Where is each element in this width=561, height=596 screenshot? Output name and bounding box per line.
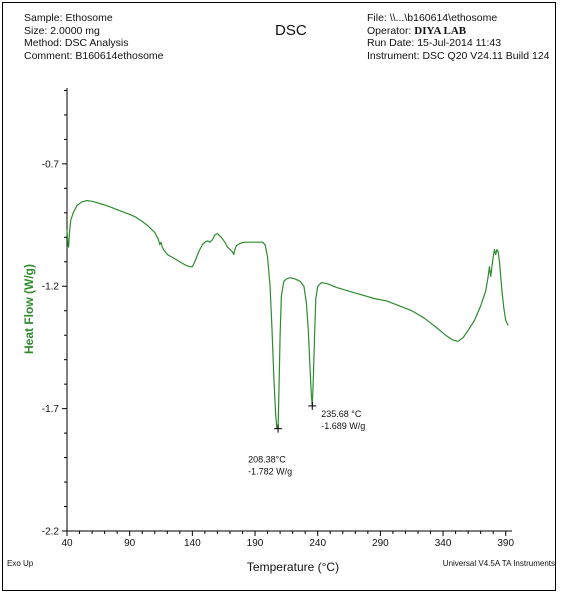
- file-value: \\...\b160614\ethosome: [389, 12, 498, 24]
- chart-title: DSC: [275, 22, 307, 39]
- instrument-label: Instrument:: [367, 49, 420, 62]
- comment-label: Comment:: [24, 49, 73, 62]
- method-row: Method: DSC Analysis: [24, 37, 164, 50]
- run-date-row: Run Date: 15-Jul-2014 11:43: [367, 37, 550, 50]
- peak-value-label: -1.689 W/g: [321, 421, 365, 431]
- sample-row: Sample: Ethosome: [24, 12, 164, 25]
- run-date-value: 15-Jul-2014 11:43: [417, 37, 502, 49]
- y-tick-label: -0.7: [42, 159, 60, 170]
- sample-label: Sample:: [24, 12, 63, 24]
- x-tick-label: 190: [247, 538, 264, 549]
- size-label: Size:: [24, 24, 48, 37]
- exo-up-label: Exo Up: [7, 559, 34, 568]
- instrument-value: DSC Q20 V24.11 Build 124: [422, 49, 550, 62]
- peak-temp-label: 208.38°C: [248, 455, 286, 465]
- axes: 40 90 140 190 240 290 340 390 -0.7 -1.2 -1.7 -2.2: [42, 88, 515, 549]
- x-tick-label: 240: [309, 538, 326, 549]
- operator-label: Operator:: [367, 24, 412, 37]
- peak-value-label: -1.782 W/g: [248, 467, 292, 477]
- method-value: DSC Analysis: [64, 37, 129, 49]
- file-label: File:: [367, 12, 387, 24]
- x-tick-label: 90: [124, 538, 136, 549]
- run-date-label: Run Date:: [367, 37, 415, 49]
- x-tick-label: 140: [184, 538, 201, 549]
- method-label: Method:: [24, 37, 62, 49]
- y-tick-label: -1.7: [42, 404, 60, 415]
- chart-frame: [2, 2, 556, 591]
- software-label: Universal V4.5A TA Instruments: [443, 559, 555, 568]
- x-axis-label: Temperature (°C): [247, 560, 339, 574]
- comment-value: B160614ethosome: [75, 49, 164, 62]
- run-info: File: \\...\b160614\ethosome Operator: D…: [367, 12, 550, 62]
- file-row: File: \\...\b160614\ethosome: [367, 12, 550, 25]
- y-tick-label: -1.2: [42, 282, 60, 293]
- x-tick-label: 390: [497, 538, 514, 549]
- annotation-layer: 208.38°C -1.782 W/g 235.68 °C -1.689 W/g: [248, 401, 365, 477]
- x-tick-label: 340: [435, 538, 452, 549]
- dsc-curve-0: [66, 199, 509, 430]
- series-layer: [66, 199, 509, 430]
- size-value: 2.0000 mg: [50, 24, 100, 37]
- x-tick-label: 290: [372, 538, 389, 549]
- operator-value: DIYA LAB: [414, 24, 467, 37]
- size-row: Size: 2.0000 mg: [24, 25, 164, 38]
- x-tick-label: 40: [61, 538, 73, 549]
- y-axis-label: Heat Flow (W/g): [22, 264, 36, 354]
- comment-row: Comment: B160614ethosome: [24, 50, 164, 63]
- sample-info: Sample: Ethosome Size: 2.0000 mg Method:…: [24, 12, 164, 62]
- sample-value: Ethosome: [65, 12, 113, 24]
- y-tick-label: -2.2: [42, 527, 60, 538]
- peak-temp-label: 235.68 °C: [321, 409, 362, 419]
- instrument-row: Instrument: DSC Q20 V24.11 Build 124: [367, 50, 550, 63]
- operator-row: Operator: DIYA LAB: [367, 25, 550, 38]
